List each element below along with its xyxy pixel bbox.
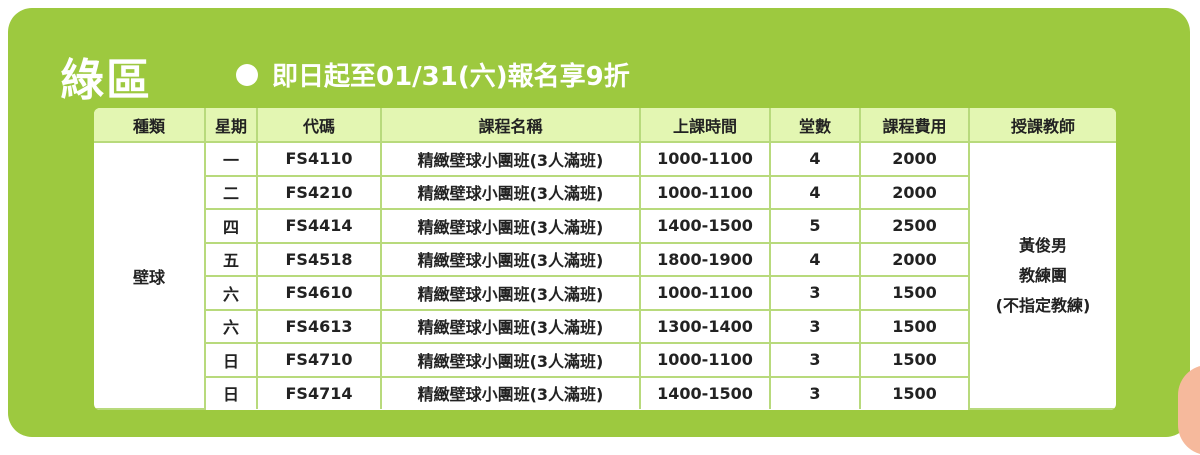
teacher-line: 教練團 — [1018, 265, 1067, 285]
name-cell: 精緻壁球小團班(3人滿班) — [380, 208, 641, 244]
header-fee: 課程費用 — [859, 108, 970, 143]
table-row: 五 FS4518 精緻壁球小團班(3人滿班) 1800-1900 4 2000 — [94, 241, 1116, 277]
category-cell: 壁球 — [94, 141, 206, 410]
day-cell: 六 — [204, 308, 258, 344]
decorative-hand-illustration — [1178, 365, 1200, 455]
fee-cell: 2000 — [859, 241, 970, 277]
table-row: 二 FS4210 精緻壁球小團班(3人滿班) 1000-1100 4 2000 — [94, 174, 1116, 210]
time-cell: 1300-1400 — [639, 308, 771, 344]
header-code: 代碼 — [256, 108, 382, 143]
fee-cell: 2000 — [859, 141, 970, 177]
table-row: 四 FS4414 精緻壁球小團班(3人滿班) 1400-1500 5 2500 — [94, 208, 1116, 244]
code-cell: FS4518 — [256, 241, 382, 277]
code-cell: FS4414 — [256, 208, 382, 244]
time-cell: 1400-1500 — [639, 208, 771, 244]
sessions-cell: 4 — [769, 174, 861, 210]
day-cell: 一 — [204, 141, 258, 177]
sessions-cell: 3 — [769, 342, 861, 378]
name-cell: 精緻壁球小團班(3人滿班) — [380, 308, 641, 344]
time-cell: 1000-1100 — [639, 141, 771, 177]
time-cell: 1000-1100 — [639, 342, 771, 378]
fee-cell: 1500 — [859, 375, 970, 409]
code-cell: FS4714 — [256, 375, 382, 409]
promo-text: 即日起至01/31(六)報名享9折 — [272, 62, 630, 92]
day-cell: 日 — [204, 375, 258, 409]
day-cell: 二 — [204, 174, 258, 210]
course-table: 種類 星期 代碼 課程名稱 上課時間 堂數 課程費用 授課教師 壁球一 FS4110 精緻壁球小團… — [94, 108, 1116, 410]
day-cell: 五 — [204, 241, 258, 277]
code-cell: FS4110 — [256, 141, 382, 177]
table-row: 六 FS4610 精緻壁球小團班(3人滿班) 1000-1100 3 1500 — [94, 275, 1116, 311]
teacher-line: (不指定教練) — [995, 295, 1091, 315]
sessions-cell: 3 — [769, 275, 861, 311]
table-row: 壁球一 FS4110 精緻壁球小團班(3人滿班) 1000-1100 4 2000 黃俊男教… — [94, 141, 1116, 410]
header-teacher: 授課教師 — [968, 108, 1116, 143]
teacher-cell: 黃俊男教練團 (不指定教練) — [968, 141, 1116, 410]
fee-cell: 1500 — [859, 275, 970, 311]
name-cell: 精緻壁球小團班(3人滿班) — [380, 342, 641, 378]
code-cell: FS4613 — [256, 308, 382, 344]
table-row: 日 FS4714 精緻壁球小團班(3人滿班) 1400-1500 3 1500 — [94, 375, 1116, 409]
sessions-cell: 4 — [769, 241, 861, 277]
code-cell: FS4710 — [256, 342, 382, 378]
sessions-cell: 3 — [769, 308, 861, 344]
header-day: 星期 — [204, 108, 258, 143]
fee-cell: 2000 — [859, 174, 970, 210]
time-cell: 1800-1900 — [639, 241, 771, 277]
day-cell: 四 — [204, 208, 258, 244]
name-cell: 精緻壁球小團班(3人滿班) — [380, 141, 641, 177]
fee-cell: 1500 — [859, 308, 970, 344]
code-cell: FS4210 — [256, 174, 382, 210]
fee-cell: 1500 — [859, 342, 970, 378]
name-cell: 精緻壁球小團班(3人滿班) — [380, 241, 641, 277]
day-cell: 日 — [204, 342, 258, 378]
time-cell: 1000-1100 — [639, 174, 771, 210]
sessions-cell: 3 — [769, 375, 861, 409]
time-cell: 1000-1100 — [639, 275, 771, 311]
code-cell: FS4610 — [256, 275, 382, 311]
name-cell: 精緻壁球小團班(3人滿班) — [380, 375, 641, 409]
fee-cell: 2500 — [859, 208, 970, 244]
header-sessions: 堂數 — [769, 108, 861, 143]
header-time: 上課時間 — [639, 108, 771, 143]
day-cell: 六 — [204, 275, 258, 311]
name-cell: 精緻壁球小團班(3人滿班) — [380, 174, 641, 210]
zone-title: 綠區 — [60, 55, 152, 106]
sessions-cell: 5 — [769, 208, 861, 244]
teacher-line: 黃俊男 — [1018, 235, 1067, 255]
bullet-icon — [236, 63, 258, 86]
promo-banner: 即日起至01/31(六)報名享9折 — [236, 56, 630, 93]
sessions-cell: 4 — [769, 141, 861, 177]
name-cell: 精緻壁球小團班(3人滿班) — [380, 275, 641, 311]
header-category: 種類 — [94, 108, 206, 143]
table-row: 六 FS4613 精緻壁球小團班(3人滿班) 1300-1400 3 1500 — [94, 308, 1116, 344]
table-row: 日 FS4710 精緻壁球小團班(3人滿班) 1000-1100 3 1500 — [94, 342, 1116, 378]
time-cell: 1400-1500 — [639, 375, 771, 409]
header-course-name: 課程名稱 — [380, 108, 641, 143]
